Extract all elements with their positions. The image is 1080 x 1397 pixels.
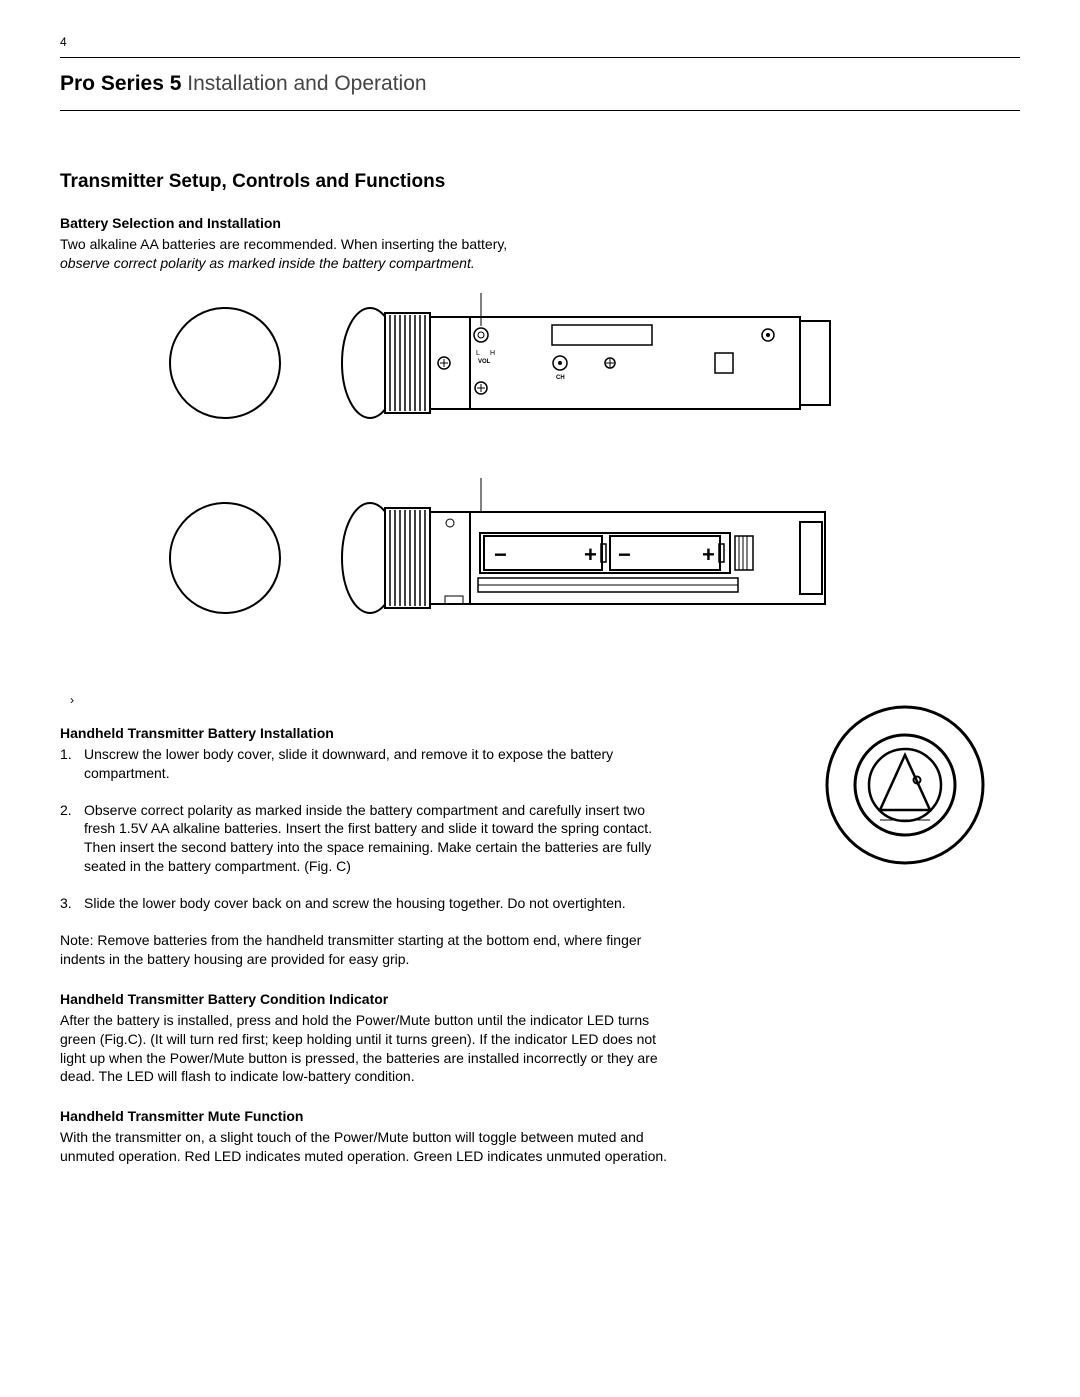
install-note: Note: Remove batteries from the handheld… — [60, 931, 680, 969]
battery-selection-line2: observe correct polarity as marked insid… — [60, 254, 680, 273]
install-step-1: Unscrew the lower body cover, slide it d… — [60, 745, 680, 783]
svg-text:CH: CH — [556, 375, 565, 381]
page-number: 4 — [60, 35, 1020, 49]
battery-selection-heading: Battery Selection and Installation — [60, 215, 680, 231]
install-steps: Unscrew the lower body cover, slide it d… — [60, 745, 680, 913]
chapter-bold: Pro Series 5 — [60, 72, 181, 95]
install-heading: Handheld Transmitter Battery Installatio… — [60, 725, 680, 741]
fig-c-diagram — [820, 700, 990, 875]
mute-body: With the transmitter on, a slight touch … — [60, 1128, 680, 1166]
mute-heading: Handheld Transmitter Mute Function — [60, 1108, 680, 1124]
svg-text:+: + — [702, 542, 715, 567]
chapter-rest: Installation and Operation — [181, 72, 426, 95]
svg-text:H: H — [490, 350, 495, 357]
microphone-battery-diagram: − + − + — [160, 478, 1020, 643]
battery-selection-line1: Two alkaline AA batteries are recommende… — [60, 235, 680, 254]
microphone-controls-diagram: L H VOL CH — [160, 293, 1020, 438]
install-step-2: Observe correct polarity as marked insid… — [60, 801, 680, 877]
section-heading: Transmitter Setup, Controls and Function… — [60, 171, 680, 193]
svg-text:+: + — [584, 542, 597, 567]
condition-heading: Handheld Transmitter Battery Condition I… — [60, 991, 680, 1007]
svg-text:−: − — [494, 542, 507, 567]
svg-text:L: L — [476, 350, 480, 357]
condition-body: After the battery is installed, press an… — [60, 1011, 680, 1087]
chapter-title: Pro Series 5 Installation and Operation — [60, 58, 1020, 110]
install-step-3: Slide the lower body cover back on and s… — [60, 894, 680, 913]
svg-text:VOL: VOL — [478, 359, 491, 365]
title-rule — [60, 110, 1020, 111]
svg-text:−: − — [618, 542, 631, 567]
